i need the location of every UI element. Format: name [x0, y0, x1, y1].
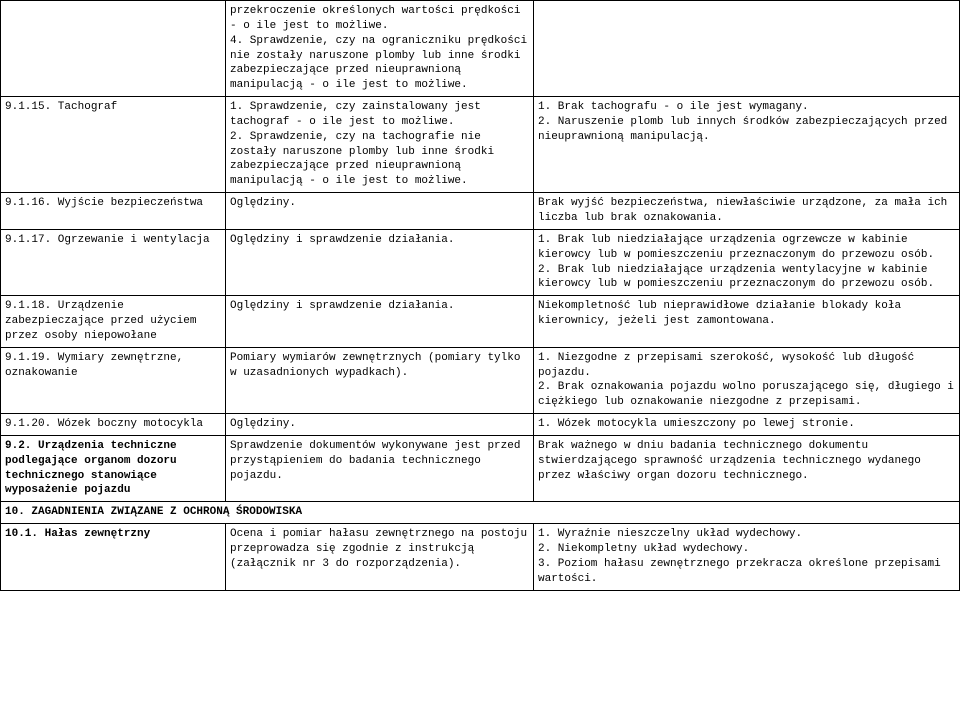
table-cell: Brak wyjść bezpieczeństwa, niewłaściwie …	[534, 193, 960, 230]
inspection-table: przekroczenie określonych wartości prędk…	[0, 0, 960, 591]
table-row: 9.2. Urządzenia techniczne podlegające o…	[1, 435, 960, 501]
table-row: 9.1.18. Urządzenie zabezpieczające przed…	[1, 296, 960, 348]
table-cell: Oględziny i sprawdzenie działania.	[226, 296, 534, 348]
table-cell: 1. Sprawdzenie, czy zainstalowany jest t…	[226, 97, 534, 193]
table-cell: 9.1.18. Urządzenie zabezpieczające przed…	[1, 296, 226, 348]
table-cell: 1. Wózek motocykla umieszczony po lewej …	[534, 414, 960, 436]
table-cell: Sprawdzenie dokumentów wykonywane jest p…	[226, 435, 534, 501]
table-cell: 9.1.19. Wymiary zewnętrzne, oznakowanie	[1, 347, 226, 413]
table-cell: Oględziny.	[226, 193, 534, 230]
table-cell: 10.1. Hałas zewnętrzny	[1, 524, 226, 590]
table-cell: Ocena i pomiar hałasu zewnętrznego na po…	[226, 524, 534, 590]
table-cell	[534, 1, 960, 97]
table-row: przekroczenie określonych wartości prędk…	[1, 1, 960, 97]
table-cell: Oględziny i sprawdzenie działania.	[226, 229, 534, 295]
table-cell: 1. Brak tachografu - o ile jest wymagany…	[534, 97, 960, 193]
table-row: 9.1.19. Wymiary zewnętrzne, oznakowanieP…	[1, 347, 960, 413]
table-cell: Oględziny.	[226, 414, 534, 436]
table-cell: Niekompletność lub nieprawidłowe działan…	[534, 296, 960, 348]
table-cell: 9.1.17. Ogrzewanie i wentylacja	[1, 229, 226, 295]
table-row: 9.1.17. Ogrzewanie i wentylacjaOględziny…	[1, 229, 960, 295]
table-cell: 1. Wyraźnie nieszczelny układ wydechowy.…	[534, 524, 960, 590]
table-cell: 9.1.16. Wyjście bezpieczeństwa	[1, 193, 226, 230]
table-cell	[1, 1, 226, 97]
table-cell: 1. Niezgodne z przepisami szerokość, wys…	[534, 347, 960, 413]
table-cell: 9.1.20. Wózek boczny motocykla	[1, 414, 226, 436]
section-header: 10. ZAGADNIENIA ZWIĄZANE Z OCHRONĄ ŚRODO…	[1, 502, 960, 524]
table-cell: 1. Brak lub niedziałające urządzenia ogr…	[534, 229, 960, 295]
table-cell: przekroczenie określonych wartości prędk…	[226, 1, 534, 97]
table-row: 9.1.15. Tachograf1. Sprawdzenie, czy zai…	[1, 97, 960, 193]
table-row: 9.1.20. Wózek boczny motocyklaOględziny.…	[1, 414, 960, 436]
table-cell: Brak ważnego w dniu badania technicznego…	[534, 435, 960, 501]
section-header-row: 10. ZAGADNIENIA ZWIĄZANE Z OCHRONĄ ŚRODO…	[1, 502, 960, 524]
table-row: 9.1.16. Wyjście bezpieczeństwaOględziny.…	[1, 193, 960, 230]
table-cell: 9.2. Urządzenia techniczne podlegające o…	[1, 435, 226, 501]
table-cell: 9.1.15. Tachograf	[1, 97, 226, 193]
table-cell: Pomiary wymiarów zewnętrznych (pomiary t…	[226, 347, 534, 413]
table-row: 10.1. Hałas zewnętrznyOcena i pomiar hał…	[1, 524, 960, 590]
